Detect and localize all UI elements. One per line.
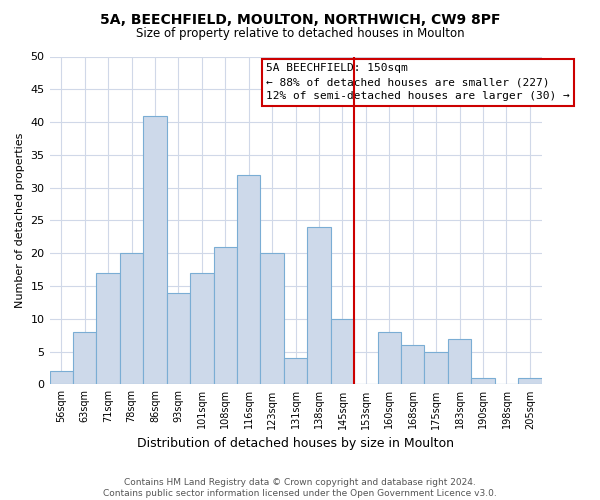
Bar xyxy=(237,174,260,384)
Bar xyxy=(448,338,472,384)
Bar xyxy=(401,345,424,385)
Bar xyxy=(472,378,495,384)
Bar xyxy=(143,116,167,384)
Bar xyxy=(97,273,120,384)
X-axis label: Distribution of detached houses by size in Moulton: Distribution of detached houses by size … xyxy=(137,437,454,450)
Text: 5A BEECHFIELD: 150sqm
← 88% of detached houses are smaller (227)
12% of semi-det: 5A BEECHFIELD: 150sqm ← 88% of detached … xyxy=(266,63,570,101)
Bar xyxy=(307,227,331,384)
Bar xyxy=(167,292,190,384)
Bar xyxy=(518,378,542,384)
Bar xyxy=(73,332,97,384)
Bar xyxy=(50,372,73,384)
Bar xyxy=(377,332,401,384)
Text: Contains HM Land Registry data © Crown copyright and database right 2024.
Contai: Contains HM Land Registry data © Crown c… xyxy=(103,478,497,498)
Text: 5A, BEECHFIELD, MOULTON, NORTHWICH, CW9 8PF: 5A, BEECHFIELD, MOULTON, NORTHWICH, CW9 … xyxy=(100,12,500,26)
Bar xyxy=(424,352,448,384)
Bar xyxy=(190,273,214,384)
Text: Size of property relative to detached houses in Moulton: Size of property relative to detached ho… xyxy=(136,28,464,40)
Y-axis label: Number of detached properties: Number of detached properties xyxy=(15,133,25,308)
Bar xyxy=(120,254,143,384)
Bar xyxy=(331,319,354,384)
Bar xyxy=(214,246,237,384)
Bar xyxy=(260,254,284,384)
Bar xyxy=(284,358,307,384)
